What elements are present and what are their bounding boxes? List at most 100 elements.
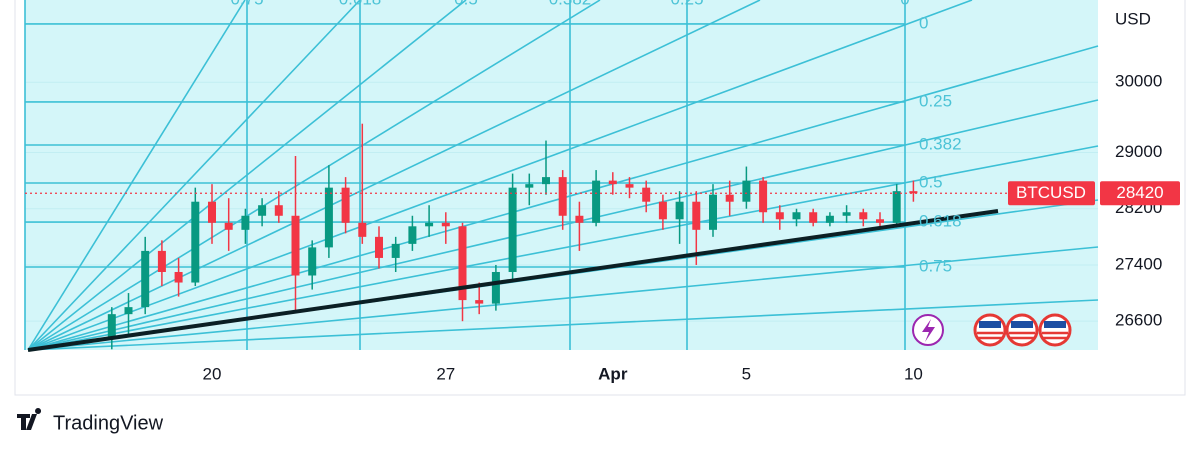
candle-body — [475, 300, 484, 304]
candle-body — [375, 236, 383, 258]
candle-body — [274, 205, 283, 216]
candle-body — [291, 215, 300, 276]
candle-body — [458, 226, 467, 301]
candle-body — [208, 201, 216, 223]
plot-area — [25, 0, 1098, 350]
fib-time-label: 0.5 — [454, 0, 478, 8]
candle-body — [157, 250, 166, 272]
flag-icon[interactable] — [1005, 313, 1039, 347]
candle-body — [876, 219, 884, 223]
candle-body — [174, 271, 183, 283]
y-tick-label: 30000 — [1115, 72, 1162, 91]
fan-line — [27, 0, 973, 351]
candle-body — [592, 180, 601, 223]
fib-time-label: 0.618 — [339, 0, 382, 8]
candle-body — [341, 187, 350, 223]
candle-body — [892, 191, 901, 223]
chart-frame — [14, 0, 1186, 396]
candle-body — [241, 215, 250, 230]
fib-time-label: 0.75 — [230, 0, 263, 8]
candle-body — [224, 222, 233, 230]
price-tag — [1100, 181, 1180, 206]
candles — [107, 123, 918, 350]
fan-line — [27, 0, 601, 351]
flag-canton — [1044, 321, 1066, 328]
fan-line — [27, 145, 1099, 351]
flag-icon[interactable] — [973, 313, 1007, 347]
lightning-icon — [922, 319, 935, 342]
candle-body — [391, 243, 400, 258]
candle-body — [191, 201, 200, 283]
candle-body — [508, 187, 517, 272]
brand: TradingView — [17, 408, 164, 434]
candle-body — [709, 194, 717, 230]
flag-canton — [979, 321, 1001, 328]
candle-body — [759, 180, 768, 213]
candle-body — [642, 187, 651, 202]
fan-line — [27, 0, 467, 351]
candle-body — [542, 177, 550, 185]
candle-body — [692, 201, 701, 230]
candle-body — [775, 212, 784, 220]
price-tag-label: 28420 — [1116, 183, 1163, 202]
symbol-tag — [1008, 181, 1095, 206]
candle-body — [141, 250, 150, 308]
fan-line — [27, 246, 1099, 351]
fan-line — [27, 0, 361, 351]
fib-level-label: 0.25 — [919, 91, 952, 110]
x-tick-label: 5 — [742, 364, 751, 383]
flag-stripes — [977, 331, 1068, 340]
fib-level-label: 0 — [919, 13, 928, 32]
candle-body — [258, 205, 267, 216]
fib-level-label: 0.618 — [919, 212, 962, 231]
candle-body — [558, 177, 567, 216]
candle-body — [124, 307, 133, 315]
fan-line — [27, 299, 1099, 351]
x-tick-label: 20 — [203, 364, 222, 383]
candle-body — [859, 212, 868, 220]
candle-body — [725, 194, 734, 202]
candle-body — [107, 314, 116, 339]
candle-body — [825, 215, 834, 223]
fan-line — [27, 0, 246, 351]
x-tick-label: Apr — [598, 364, 628, 383]
x-tick-label: 27 — [436, 364, 455, 383]
candle-body — [625, 184, 634, 188]
candle-body — [658, 201, 667, 220]
trend-line — [27, 209, 999, 352]
candle-body — [575, 215, 584, 223]
flag-canton — [1011, 321, 1033, 328]
fib-level-label: 0.382 — [919, 134, 962, 153]
candle-body — [842, 212, 851, 216]
fib-time-label: 0.25 — [670, 0, 703, 8]
candle-body — [324, 187, 333, 248]
y-tick-label: 26600 — [1115, 311, 1162, 330]
x-tick-label: 10 — [904, 364, 923, 383]
y-tick-label: 29000 — [1115, 142, 1162, 161]
candle-body — [608, 180, 617, 185]
y-axis-unit: USD — [1115, 9, 1151, 28]
fib-level-label: 0.75 — [919, 256, 952, 275]
event-icons — [912, 313, 1072, 347]
fib-time-label: 0.382 — [549, 0, 592, 8]
candle-body — [491, 271, 500, 304]
candle-body — [675, 201, 684, 220]
fib-level-label: 0.5 — [919, 172, 943, 191]
candle-body — [425, 222, 434, 227]
candle-body — [408, 226, 417, 244]
candle-body — [742, 180, 751, 202]
candle-body — [358, 222, 367, 237]
candle-body — [441, 222, 450, 227]
symbol-tag-label: BTCUSD — [1016, 183, 1086, 202]
candle-body — [308, 247, 317, 276]
brand-logo — [17, 408, 42, 430]
candle-body — [792, 212, 801, 220]
y-tick-label: 27400 — [1115, 254, 1162, 273]
flag-icon[interactable] — [1038, 313, 1072, 347]
candle-body — [909, 191, 918, 194]
fan-line — [27, 0, 761, 351]
candle-body — [809, 212, 818, 223]
brand-name: TradingView — [53, 412, 164, 434]
